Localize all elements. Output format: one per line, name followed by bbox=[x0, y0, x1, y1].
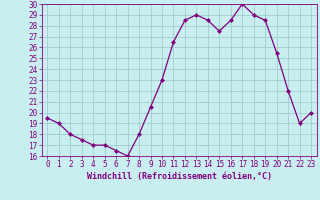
X-axis label: Windchill (Refroidissement éolien,°C): Windchill (Refroidissement éolien,°C) bbox=[87, 172, 272, 181]
